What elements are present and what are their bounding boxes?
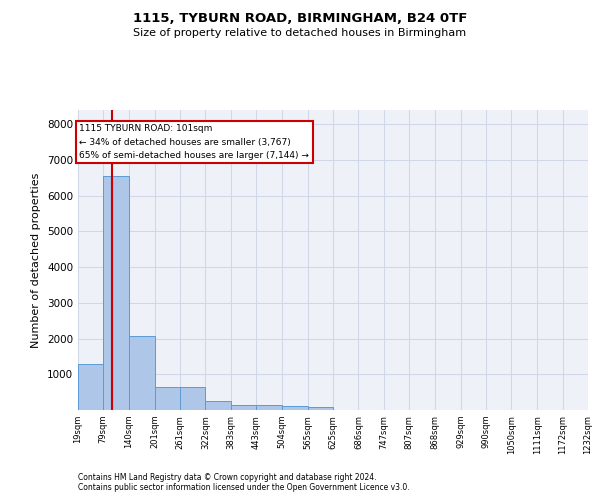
Bar [205, 400, 231, 410]
Text: 1115 TYBURN ROAD: 101sqm
← 34% of detached houses are smaller (3,767)
65% of sem: 1115 TYBURN ROAD: 101sqm ← 34% of detach… [79, 124, 309, 160]
Text: Contains public sector information licensed under the Open Government Licence v3: Contains public sector information licen… [78, 484, 410, 492]
Bar [155, 387, 180, 410]
Bar [231, 406, 256, 410]
Bar [180, 387, 205, 410]
Text: 1115, TYBURN ROAD, BIRMINGHAM, B24 0TF: 1115, TYBURN ROAD, BIRMINGHAM, B24 0TF [133, 12, 467, 26]
Bar [282, 406, 308, 410]
Y-axis label: Number of detached properties: Number of detached properties [31, 172, 41, 348]
Bar [256, 406, 282, 410]
Bar [103, 176, 129, 410]
Text: Contains HM Land Registry data © Crown copyright and database right 2024.: Contains HM Land Registry data © Crown c… [78, 474, 377, 482]
Bar [308, 407, 333, 410]
Bar [78, 364, 103, 410]
Bar [129, 336, 155, 410]
Text: Size of property relative to detached houses in Birmingham: Size of property relative to detached ho… [133, 28, 467, 38]
